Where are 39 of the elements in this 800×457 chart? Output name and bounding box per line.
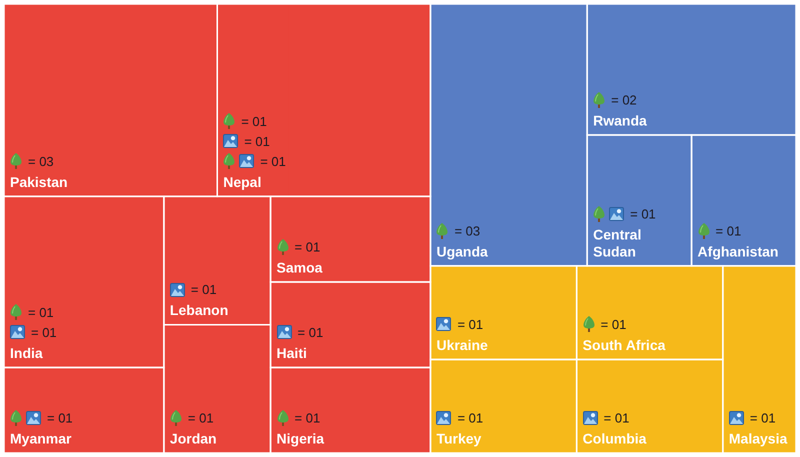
data-label: = 02: [611, 92, 637, 108]
category-label: Haiti: [276, 344, 307, 361]
category-label: Uganda: [436, 243, 488, 260]
data-label: = 01: [457, 410, 484, 426]
category-label: Myanmar: [10, 430, 72, 446]
category-label: Columbia: [582, 430, 647, 446]
data-label: = 01: [750, 410, 776, 426]
data-label: = 01: [457, 316, 484, 332]
data-label: = 01: [244, 134, 270, 149]
data-label: = 01: [716, 223, 742, 238]
data-label: = 01: [28, 304, 54, 320]
data-label: = 01: [31, 324, 57, 340]
data-label: = 01: [630, 206, 656, 222]
category-label: Jordan: [170, 430, 217, 446]
category-label: Turkey: [436, 430, 482, 446]
category-label: Rwanda: [593, 112, 648, 128]
category-label: Pakistan: [10, 174, 68, 190]
data-label: = 01: [294, 410, 320, 426]
category-label: Samoa: [276, 259, 323, 276]
category-label: South Africa: [582, 336, 666, 353]
category-label: Nigeria: [276, 430, 324, 446]
data-label: = 01: [241, 114, 267, 129]
category-label: Ukraine: [436, 336, 488, 353]
category-label: India: [10, 344, 43, 361]
data-label: = 01: [190, 282, 217, 298]
category-label: Malaysia: [728, 430, 788, 446]
category-label: Nepal: [223, 174, 262, 190]
data-label: = 01: [260, 154, 286, 169]
category-label: Lebanon: [170, 302, 228, 318]
category-label: Central Sudan: [593, 226, 642, 260]
data-label: = 01: [604, 410, 630, 426]
category-label: Afghanistan: [698, 243, 778, 260]
data-label: = 01: [294, 239, 320, 254]
data-label: = 03: [28, 154, 54, 169]
data-label: = 01: [600, 316, 626, 332]
data-label: = 01: [188, 410, 214, 426]
data-label: = 03: [454, 223, 480, 238]
data-label: = 01: [298, 324, 324, 340]
data-label: = 01: [47, 410, 73, 426]
